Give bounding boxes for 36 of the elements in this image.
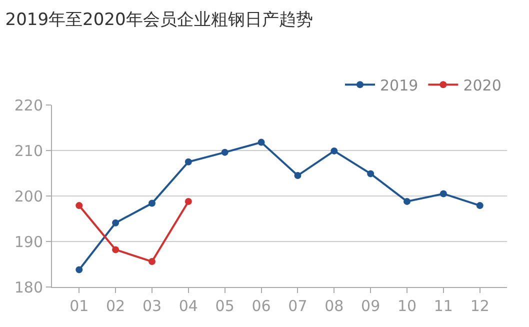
y-tick-label: 210	[14, 142, 43, 160]
x-tick-label: 06	[252, 297, 271, 315]
x-tick-label: 05	[215, 297, 234, 315]
point	[258, 138, 265, 146]
x-tick-label: 07	[288, 297, 308, 315]
x-tick-label: 11	[434, 297, 453, 315]
point	[184, 198, 192, 205]
point	[112, 219, 120, 226]
point	[367, 170, 374, 178]
x-tick-label: 03	[142, 297, 162, 315]
y-tick-label: 190	[14, 232, 43, 251]
x-tick-label: 04	[178, 297, 198, 315]
point	[184, 158, 192, 166]
point	[404, 198, 411, 205]
point	[148, 258, 156, 266]
x-tick-label: 08	[324, 297, 344, 315]
chart-title: 2019年至2020年会员企业粗钢日产趋势	[5, 10, 313, 30]
x-tick-label: 01	[70, 297, 89, 315]
point	[76, 266, 83, 274]
point	[440, 190, 447, 198]
point	[294, 172, 302, 180]
y-tick-label: 200	[14, 187, 43, 206]
y-tick-label: 180	[14, 278, 43, 296]
point	[221, 148, 228, 156]
x-tick-label: 09	[361, 297, 380, 315]
x-tick-label: 02	[106, 297, 126, 315]
legend-label: 2020	[463, 76, 502, 94]
x-tick-label: 12	[470, 297, 490, 315]
x-tick-label: 10	[397, 297, 417, 315]
legend-label: 2019	[380, 76, 418, 94]
point	[148, 200, 156, 207]
point	[76, 202, 83, 210]
point	[112, 246, 120, 254]
y-tick-label: 220	[14, 96, 43, 114]
point	[330, 147, 338, 154]
point	[476, 202, 484, 210]
